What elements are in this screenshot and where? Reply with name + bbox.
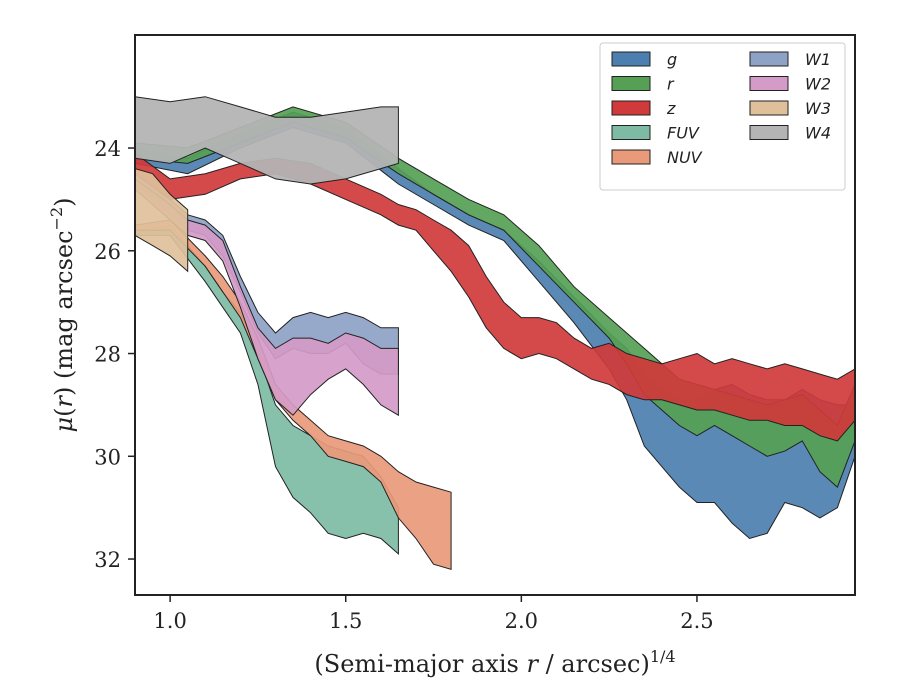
legend-swatch-w1 — [749, 51, 789, 67]
x-axis-label: (Semi-major axis r / arcsec)1/4 — [314, 647, 675, 678]
legend-label-nuv: NUV — [667, 148, 703, 167]
legend-label-w3: W3 — [805, 99, 831, 118]
y-axis: 24 26 28 30 32 — [94, 137, 135, 572]
legend-label-w2: W2 — [805, 75, 831, 94]
legend-swatch-w4 — [749, 125, 789, 140]
y-tick-label: 28 — [94, 343, 121, 367]
y-tick-label: 24 — [94, 137, 121, 161]
plot-frame — [134, 34, 856, 596]
legend: grz FUV NUV W1 W2 W3 W4 — [599, 42, 846, 191]
legend-label-z: z — [666, 99, 676, 118]
x-tick-label: 2.5 — [680, 609, 713, 633]
band-w2 — [135, 178, 399, 417]
legend-swatch-z — [611, 100, 651, 116]
legend-swatch-r — [611, 76, 651, 91]
legend-swatch-nuv — [611, 149, 651, 165]
legend-swatch-w2 — [749, 76, 789, 91]
y-tick-label: 26 — [94, 240, 121, 264]
legend-label-w1: W1 — [805, 50, 831, 69]
legend-label-fuv: FUV — [667, 124, 700, 143]
profile-bands — [135, 96, 855, 570]
legend-label-r: r — [667, 75, 675, 94]
x-tick-label: 2.0 — [505, 609, 538, 633]
band-fuv — [135, 224, 399, 556]
legend-label-g: g — [667, 50, 677, 69]
legend-swatch-w3 — [749, 100, 789, 116]
legend-swatch-g — [611, 51, 651, 67]
y-tick-label: 30 — [94, 445, 121, 469]
x-tick-label: 1.0 — [153, 609, 186, 633]
x-axis: 1.0 1.5 2.0 2.5 — [153, 595, 714, 633]
legend-label-w4: W4 — [805, 124, 831, 143]
band-w4 — [135, 96, 399, 185]
y-tick-label: 32 — [94, 548, 121, 572]
legend-swatch-fuv — [611, 125, 651, 140]
band-z — [135, 152, 855, 442]
y-axis-label: μ(r) (mag arcsec−2) — [47, 197, 78, 432]
band-w3 — [135, 168, 189, 273]
x-tick-label: 1.5 — [329, 609, 362, 633]
